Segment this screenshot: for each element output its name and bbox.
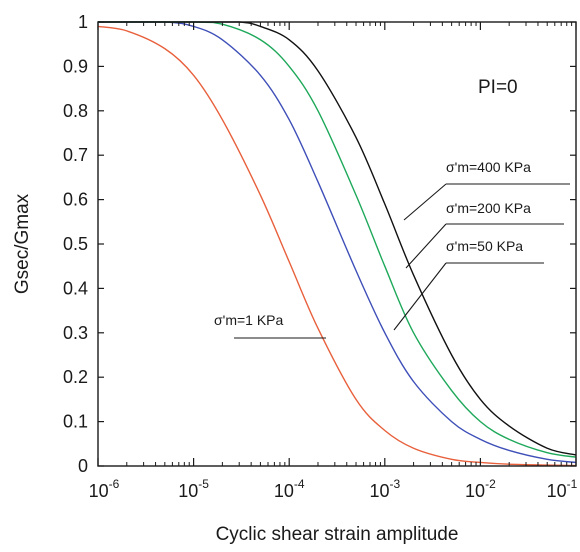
pi-annotation: PI=0 [478, 77, 518, 98]
y-tick-label: 0.6 [63, 190, 88, 210]
y-tick-label: 0.5 [63, 234, 88, 254]
y-tick-label: 0.8 [63, 101, 88, 121]
leader-line-1 [405, 223, 447, 269]
y-tick-label: 1 [78, 12, 88, 32]
y-tick-label: 0.7 [63, 145, 88, 165]
x-tick-label: 10-6 [89, 477, 120, 501]
x-tick-label: 10-1 [547, 477, 578, 501]
x-axis: 10-6 10-5 10-4 10-3 10-2 10-1 [89, 22, 578, 501]
y-tick-label: 0 [78, 456, 88, 476]
label-50kpa: σ'm=50 KPa [446, 238, 523, 254]
label-1kpa: σ'm=1 KPa [214, 312, 284, 328]
leader-line-2 [393, 262, 447, 331]
y-tick-label: 0.3 [63, 323, 88, 343]
label-400kpa: σ'm=400 KPa [446, 159, 531, 175]
curve-series-0 [97, 25, 577, 467]
x-axis-title: Cyclic shear strain amplitude [216, 524, 459, 545]
label-200kpa: σ'm=200 KPa [446, 200, 531, 216]
y-tick-label: 0.9 [63, 56, 88, 76]
x-tick-label: 10-3 [369, 477, 400, 501]
annotation-leaders [234, 183, 570, 339]
y-axis-title: Gsec/Gmax [12, 193, 33, 294]
y-axis: 0 0.1 0.2 0.3 0.4 0.5 0.6 0.7 0.8 0.9 1 [63, 12, 576, 476]
y-tick-label: 0.1 [63, 412, 88, 432]
x-tick-label: 10-2 [465, 477, 496, 501]
x-tick-label: 10-5 [178, 477, 209, 501]
x-tick-label: 10-4 [274, 477, 305, 501]
y-tick-label: 0.4 [63, 278, 88, 298]
curve-series-1 [97, 21, 577, 464]
leader-line-0 [403, 183, 447, 221]
y-tick-label: 0.2 [63, 367, 88, 387]
